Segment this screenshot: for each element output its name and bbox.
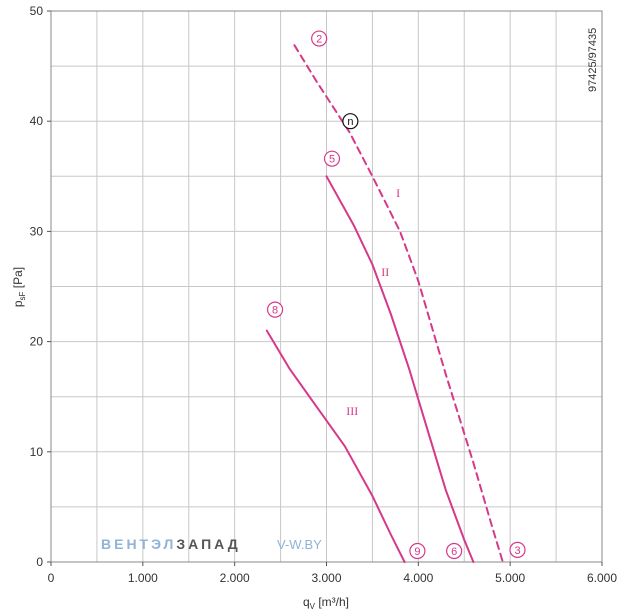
x-tick-label: 5.000 (495, 571, 525, 585)
point-marker-circle (509, 541, 526, 558)
point-marker-label: 5 (329, 154, 335, 166)
series-line-i (293, 44, 504, 563)
point-marker-label: n (347, 116, 353, 128)
curve-label: III (346, 404, 358, 418)
watermark-url: V-W.BY (277, 537, 322, 552)
figure-code: 97425/97435 (587, 28, 599, 92)
x-tick-label: 4.000 (403, 571, 433, 585)
y-tick-label: 0 (36, 555, 43, 569)
point-marker-circle (342, 113, 359, 130)
point-marker: 5 (323, 150, 341, 167)
point-marker-circle (409, 542, 426, 560)
series-line-iii (265, 329, 406, 563)
point-marker: 3 (509, 541, 526, 558)
x-tick-label: 3.000 (311, 571, 341, 585)
point-marker-label: 6 (451, 546, 457, 558)
curve-label: II (381, 265, 389, 279)
x-tick-label: 6.000 (587, 571, 617, 585)
x-tick-label: 1.000 (128, 571, 158, 585)
y-tick-label: 50 (30, 4, 44, 18)
point-marker-label: 3 (514, 545, 520, 557)
point-marker-label: 2 (316, 34, 322, 46)
point-marker-circle (266, 301, 284, 318)
watermark-logo: ВЕНТЭЛЗАПАД (101, 536, 241, 552)
point-marker-circle (323, 150, 341, 167)
axes: 0 1.000 2.000 3.000 4.000 5.000 6.000 0 10 20 30 40… (11, 4, 617, 611)
y-tick-label: 10 (30, 445, 44, 459)
series-line-ii (325, 175, 475, 563)
point-marker: 9 (409, 542, 426, 560)
point-marker-circle (446, 542, 463, 560)
point-marker: 6 (446, 542, 463, 560)
grid (50, 10, 603, 563)
y-tick-label: 30 (30, 224, 44, 238)
point-marker-label: 9 (414, 546, 420, 558)
point-marker: 8 (266, 301, 284, 318)
y-tick-label: 40 (30, 114, 44, 128)
point-marker: 2 (311, 30, 328, 47)
point-marker-label: 8 (272, 305, 278, 317)
curve-label: I (396, 186, 400, 200)
x-tick-label: 0 (48, 571, 55, 585)
point-marker: n (342, 113, 359, 130)
series-group (265, 44, 504, 563)
point-marker-circle (311, 30, 328, 47)
x-tick-label: 2.000 (220, 571, 250, 585)
y-axis-label: psF [Pa] (11, 267, 27, 307)
y-tick-label: 20 (30, 335, 44, 349)
x-axis-label: qV [m³/h] (303, 595, 349, 611)
